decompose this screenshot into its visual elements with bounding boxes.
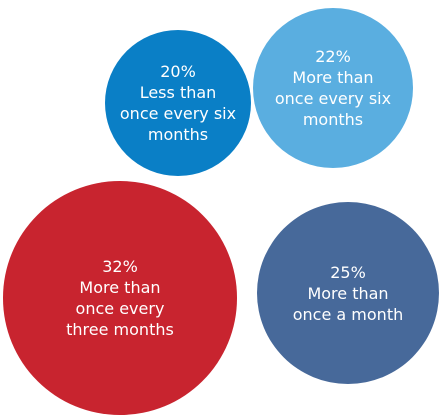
- category-label: months: [302, 109, 364, 129]
- category-label: once a month: [292, 304, 404, 324]
- bubble: 25% More than once a month: [256, 201, 440, 385]
- value-label: 22%: [315, 46, 351, 66]
- category-label: once every: [75, 298, 165, 318]
- bubble: 20% Less than once every six months: [105, 30, 251, 176]
- bubble: 32% More than once every three months: [3, 181, 237, 415]
- bubble: 22% More than once every six months: [252, 7, 414, 169]
- value-label: 25%: [330, 262, 366, 282]
- category-label: three months: [66, 319, 174, 339]
- category-label: months: [147, 125, 209, 144]
- category-label: More than: [292, 67, 374, 87]
- category-label: once every six: [119, 104, 237, 123]
- value-label: 32%: [102, 256, 138, 276]
- category-label: More than: [79, 277, 161, 297]
- value-label: 20%: [160, 62, 196, 81]
- category-label: once every six: [274, 88, 392, 108]
- category-label: Less than: [139, 83, 217, 102]
- category-label: More than: [307, 283, 389, 303]
